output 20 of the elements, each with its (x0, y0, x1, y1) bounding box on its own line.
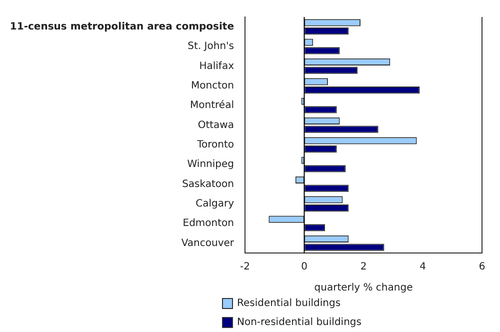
x-tick-label: 4 (420, 262, 426, 273)
y-tick-label: Toronto (196, 139, 234, 150)
y-tick-label: Winnipeg (187, 159, 234, 170)
y-tick-label: Moncton (191, 80, 234, 92)
legend-label: Residential buildings (237, 298, 341, 309)
x-tick-label: -2 (240, 262, 250, 273)
y-tick-label: Ottawa (198, 120, 234, 131)
y-tick-label: Vancouver (181, 238, 235, 249)
y-tick-label: Edmonton (182, 218, 234, 230)
x-tick-label: 6 (478, 262, 486, 273)
y-tick-label: St. John's (188, 41, 234, 52)
x-tick-label: 2 (360, 262, 367, 273)
y-tick-label: Saskatoon (182, 178, 234, 190)
x-tick-label: 0 (301, 262, 308, 273)
y-tick-label: Halifax (199, 60, 234, 72)
y-tick-label: Montréal (190, 100, 234, 112)
x-axis-title: quarterly % change (314, 282, 413, 294)
y-tick-label: 11-census metropolitan area composite (10, 21, 234, 32)
y-tick-label: Calgary (196, 198, 234, 210)
legend-label: Non-residential buildings (237, 317, 362, 328)
